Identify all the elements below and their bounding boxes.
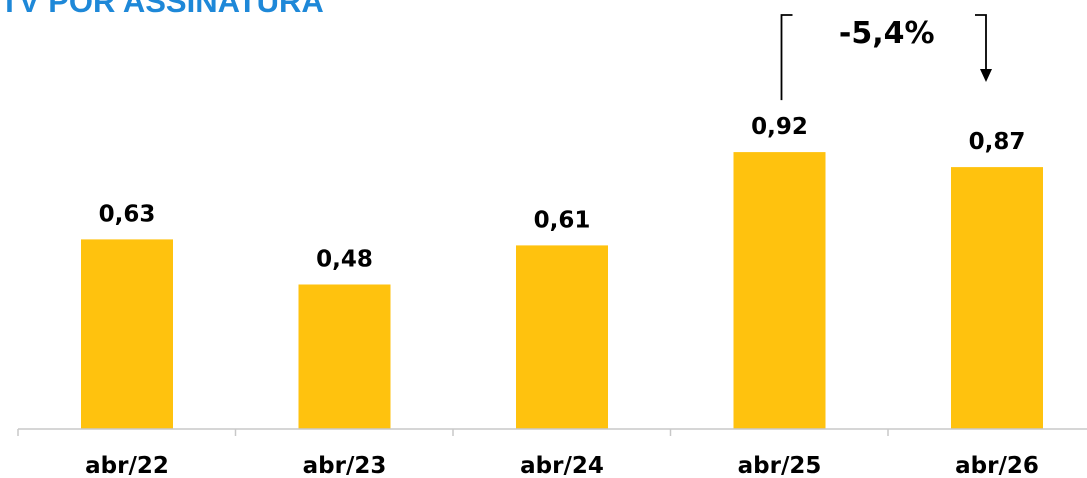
bar-abr-25 [733,152,826,429]
change-percent-label: -5,4% [839,16,935,51]
x-tick-label: abr/24 [520,453,604,478]
bar-abr-23 [298,284,391,429]
data-label: 0,87 [969,129,1026,155]
data-label: 0,48 [316,247,373,273]
x-tick-label: abr/22 [85,453,169,478]
data-label: 0,92 [751,114,808,140]
x-tick-label: abr/23 [303,453,387,478]
arrow-down-icon [980,69,992,82]
annotation-bracket-right [975,14,987,70]
bar-abr-22 [81,239,173,429]
chart-title: TV POR ASSINATURA [0,0,324,19]
bar-abr-24 [516,245,608,429]
bar-abr-26 [951,167,1043,429]
annotation-bracket-left [780,14,793,101]
data-label: 0,61 [534,207,591,233]
data-label: 0,63 [99,201,156,227]
x-tick-label: abr/26 [955,453,1039,478]
x-tick-label: abr/25 [738,453,822,478]
change-annotation: -5,4% [780,14,992,101]
bars-layer: 0,63 0,48 0,61 0,92 0,87 [81,114,1043,429]
x-axis: abr/22 abr/23 abr/24 abr/25 abr/26 [17,428,1087,478]
